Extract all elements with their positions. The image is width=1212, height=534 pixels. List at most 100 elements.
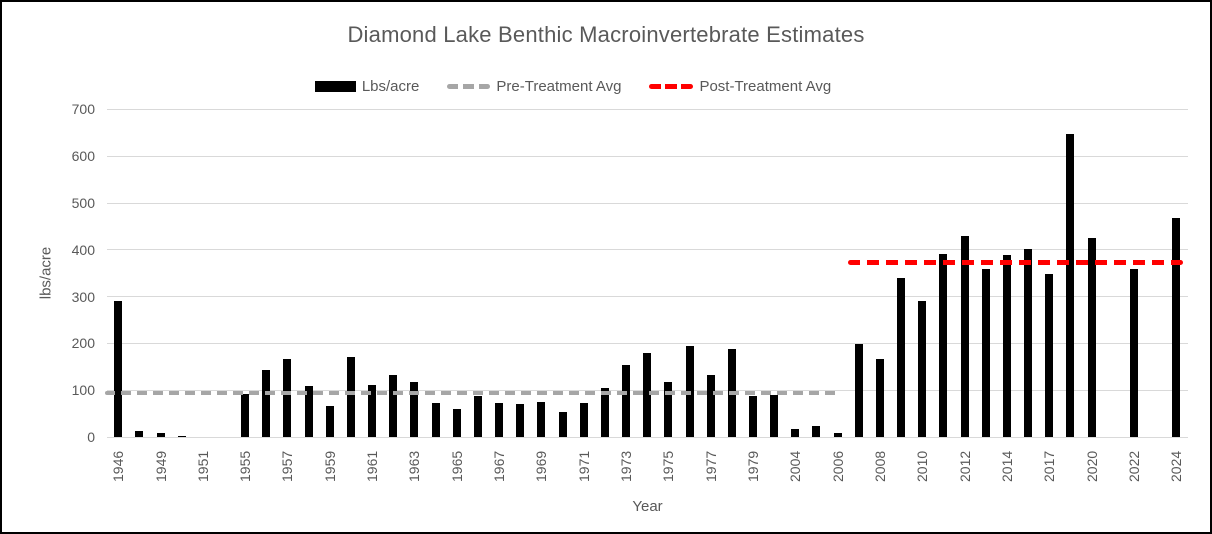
bar-1965 xyxy=(452,408,461,437)
x-tick-label-1979: 1979 xyxy=(745,450,761,482)
reference-line-post-treatment xyxy=(847,260,1184,266)
y-tick-label-300: 300 xyxy=(71,288,95,305)
y-tick-label-0: 0 xyxy=(87,429,95,445)
bar-1975 xyxy=(664,382,673,437)
legend-item-post-treatment-avg: Post-Treatment Avg xyxy=(649,78,831,95)
bar-2020 xyxy=(1087,238,1096,437)
bar-1963 xyxy=(410,381,419,437)
bar-2015 xyxy=(1024,248,1033,437)
x-tick-label-1975: 1975 xyxy=(660,450,677,482)
bar-2018 xyxy=(1066,133,1075,437)
bar-1955 xyxy=(241,393,250,437)
gridline-0 xyxy=(107,436,1188,438)
x-tick-label-2004: 2004 xyxy=(787,450,804,482)
bar-2011 xyxy=(939,254,948,437)
bar-2007 xyxy=(854,344,863,437)
x-tick-label-1969: 1969 xyxy=(533,450,550,482)
x-tick-label-1959: 1959 xyxy=(321,450,338,482)
x-tick-label-2017: 2017 xyxy=(1041,450,1058,482)
bar-2004 xyxy=(791,429,800,437)
gridline-500 xyxy=(107,202,1188,204)
gridline-700 xyxy=(107,108,1188,110)
bar-1961 xyxy=(368,384,377,437)
x-tick-label-1977: 1977 xyxy=(702,450,719,482)
x-tick-label-1973: 1973 xyxy=(618,450,635,482)
bar-1957 xyxy=(283,358,292,437)
bar-2013 xyxy=(981,268,990,437)
bar-1977 xyxy=(706,374,715,437)
bar-2006 xyxy=(833,432,842,437)
bar-1979 xyxy=(749,395,757,437)
bar-2017 xyxy=(1045,274,1054,437)
x-tick-label-2024: 2024 xyxy=(1168,450,1185,482)
legend-item-lbs-acre: Lbs/acre xyxy=(314,78,420,95)
x-tick-label-2014: 2014 xyxy=(998,450,1015,482)
gridline-300 xyxy=(107,296,1188,298)
bar-2008 xyxy=(875,358,884,437)
bar-1966 xyxy=(473,395,482,437)
bar-2009 xyxy=(897,277,906,437)
bar-1968 xyxy=(516,404,525,437)
x-tick-label-1955: 1955 xyxy=(237,450,254,482)
bar-1969 xyxy=(537,401,546,437)
y-tick-label-200: 200 xyxy=(71,335,95,352)
bar-2005 xyxy=(812,425,821,437)
x-tick-label-2006: 2006 xyxy=(829,450,846,482)
y-axis-title: lbs/acre xyxy=(37,246,55,300)
bar-1960 xyxy=(346,357,355,437)
x-tick-label-1971: 1971 xyxy=(575,450,592,482)
y-tick-label-400: 400 xyxy=(71,241,95,258)
bar-2010 xyxy=(918,300,927,437)
x-axis-title: Year xyxy=(632,498,663,515)
x-tick-label-2020: 2020 xyxy=(1083,450,1100,482)
gridline-200 xyxy=(107,342,1188,344)
bar-1980 xyxy=(770,394,779,437)
bar-1964 xyxy=(431,403,440,437)
bar-1976 xyxy=(685,345,694,437)
bar-1950 xyxy=(177,435,186,437)
legend: Lbs/acre Pre-Treatment Avg Post-Treatmen… xyxy=(2,78,1144,95)
x-tick-label-2008: 2008 xyxy=(871,450,888,482)
bar-1959 xyxy=(325,405,334,437)
pre-treatment-dash-swatch-icon xyxy=(447,84,491,89)
reference-line-pre-treatment xyxy=(105,391,837,396)
x-tick-label-1967: 1967 xyxy=(491,450,508,482)
x-tick-label-1957: 1957 xyxy=(279,450,296,482)
gridline-600 xyxy=(107,155,1188,157)
legend-label-pre-treatment-avg: Pre-Treatment Avg xyxy=(496,78,622,95)
bar-1971 xyxy=(579,402,588,437)
x-tick-label-1965: 1965 xyxy=(448,450,465,482)
x-tick-label-1946: 1946 xyxy=(110,450,127,482)
y-tick-label-100: 100 xyxy=(71,382,95,399)
bar-1973 xyxy=(622,365,631,437)
bar-1967 xyxy=(495,403,504,437)
x-tick-label-2010: 2010 xyxy=(914,450,931,482)
legend-label-lbs-acre: Lbs/acre xyxy=(361,78,420,95)
bar-2014 xyxy=(1002,255,1011,437)
x-tick-label-2022: 2022 xyxy=(1125,450,1142,482)
bar-2024 xyxy=(1172,217,1181,437)
bar-2022 xyxy=(1129,269,1138,437)
bar-1946 xyxy=(114,301,123,437)
y-tick-label-600: 600 xyxy=(71,148,95,165)
bar-1956 xyxy=(262,370,271,437)
bar-1962 xyxy=(389,374,398,437)
bar-1949 xyxy=(156,433,165,437)
bar-series-swatch-icon xyxy=(314,81,356,92)
bar-1972 xyxy=(600,387,609,437)
x-tick-label-1961: 1961 xyxy=(364,450,381,482)
y-tick-label-500: 500 xyxy=(71,195,95,211)
chart-title: Diamond Lake Benthic Macroinvertebrate E… xyxy=(347,22,865,47)
x-tick-label-2012: 2012 xyxy=(956,450,973,482)
legend-label-post-treatment-avg: Post-Treatment Avg xyxy=(699,78,832,95)
legend-item-pre-treatment-avg: Pre-Treatment Avg xyxy=(447,78,621,95)
bar-1970 xyxy=(558,412,567,437)
x-tick-label-1951: 1951 xyxy=(194,450,211,482)
gridline-400 xyxy=(107,249,1188,251)
bar-2012 xyxy=(960,235,969,437)
x-tick-label-1963: 1963 xyxy=(406,450,423,482)
y-tick-label-700: 700 xyxy=(71,101,95,118)
bar-1948 xyxy=(135,430,144,437)
bar-1958 xyxy=(304,385,313,437)
